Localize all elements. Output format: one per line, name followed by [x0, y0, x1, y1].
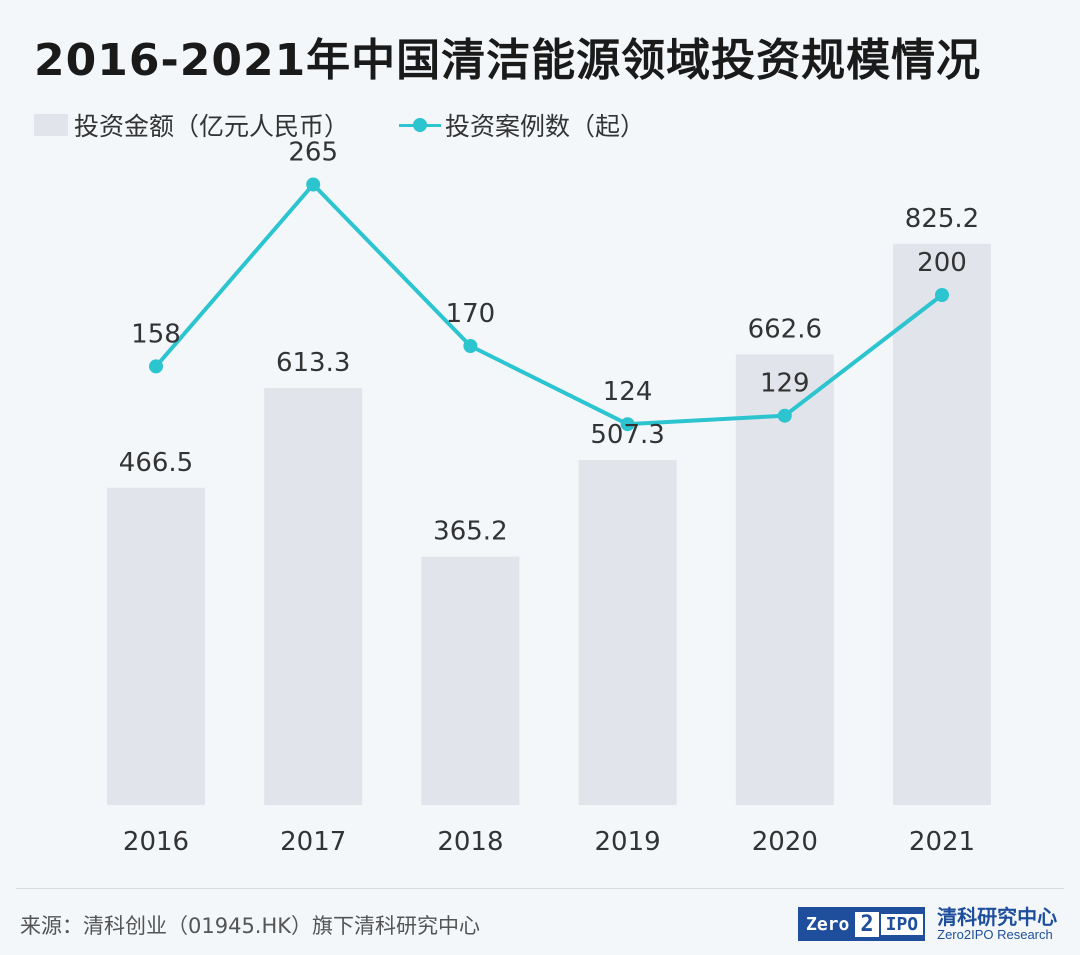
logo-mark: Zero 2 IPO — [798, 907, 926, 941]
x-tick-2021: 2021 — [909, 827, 975, 857]
legend-line-label: 投资案例数（起） — [445, 112, 646, 141]
line-point-2021 — [935, 288, 949, 302]
chart-title: 2016-2021年中国清洁能源领域投资规模情况 — [34, 35, 982, 86]
x-tick-2017: 2017 — [280, 827, 346, 857]
line-label-2021: 200 — [917, 248, 967, 278]
bar-label-2019: 507.3 — [590, 420, 664, 450]
bar-2021 — [893, 243, 991, 805]
line-label-2020: 129 — [760, 369, 810, 399]
legend: 投资金额（亿元人民币） 投资案例数（起） — [34, 110, 646, 141]
bar-label-2020: 662.6 — [748, 314, 822, 344]
line-label-2017: 265 — [288, 138, 338, 168]
bar-2017 — [264, 387, 363, 805]
bar-2020 — [735, 354, 834, 805]
bar-label-2021: 825.2 — [905, 204, 979, 234]
logo-two: 2 — [855, 911, 879, 937]
line-label-2016: 158 — [131, 319, 181, 349]
line-point-2016 — [149, 359, 163, 374]
bar-2019 — [578, 460, 677, 805]
zero2ipo-logo: Zero 2 IPO 清科研究中心 Zero2IPO Research — [798, 904, 1057, 944]
bar-label-2018: 365.2 — [433, 517, 507, 547]
x-tick-2016: 2016 — [123, 827, 189, 857]
line-point-2019 — [620, 417, 635, 432]
legend-bar-swatch — [34, 114, 68, 136]
bar-label-2017: 613.3 — [276, 348, 350, 378]
bar-label-2016: 466.5 — [119, 448, 193, 478]
logo-ipo: IPO — [878, 913, 924, 935]
line-label-2018: 170 — [446, 299, 496, 329]
line-point-2017 — [306, 177, 321, 192]
source-note: 来源：清科创业（01945.HK）旗下清科研究中心 — [20, 914, 481, 938]
x-tick-2019: 2019 — [595, 827, 661, 857]
line-point-2018 — [463, 339, 478, 353]
line-point-2020 — [777, 408, 792, 423]
footer-divider — [16, 888, 1064, 889]
x-tick-2018: 2018 — [437, 827, 503, 857]
logo-zero: Zero — [806, 913, 850, 935]
logo-chinese-name: 清科研究中心 — [937, 904, 1058, 929]
x-tick-2020: 2020 — [752, 827, 818, 857]
line-series-case-count — [154, 182, 944, 427]
bar-2016 — [107, 487, 205, 805]
line-label-2019: 124 — [603, 377, 653, 407]
bar-2018 — [421, 556, 520, 805]
legend-bar-label: 投资金额（亿元人民币） — [74, 112, 350, 141]
legend-line-swatch — [399, 115, 442, 135]
logo-english-name: Zero2IPO Research — [937, 926, 1053, 942]
